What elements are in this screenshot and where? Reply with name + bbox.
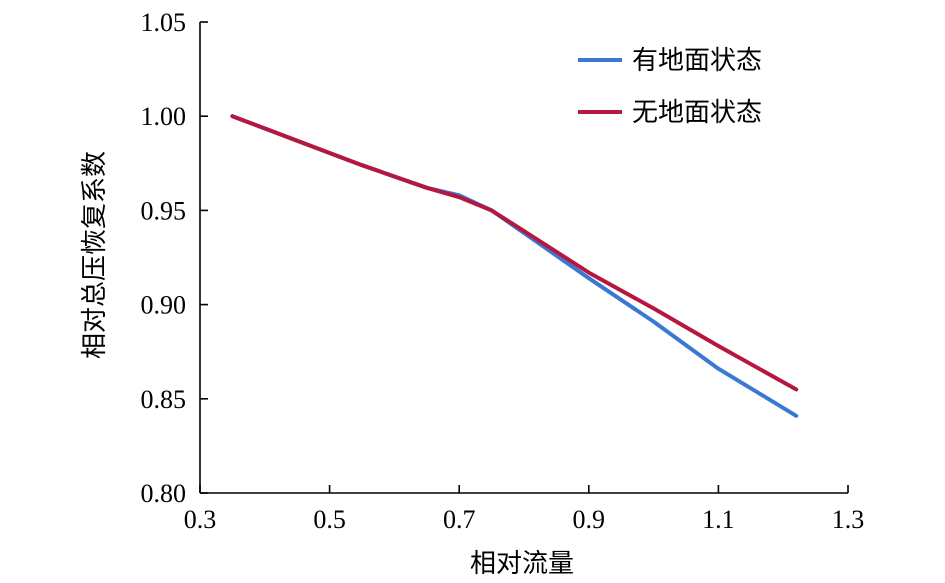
x-tick-label: 0.7 [443,505,476,534]
series-line-1 [230,114,799,418]
y-tick-label: 1.05 [141,8,187,37]
y-tick-label: 0.80 [141,479,187,508]
x-tick-label: 1.3 [832,505,865,534]
x-tick-label: 1.1 [702,505,735,534]
series-layer [230,114,799,418]
axes: 0.80 0.85 0.90 0.95 1.00 1.05 0.3 0.5 0.7 0.9 1.1 1… [141,8,865,534]
y-tick-label: 1.00 [141,102,187,131]
x-tick-label: 0.3 [184,505,217,534]
legend-label-1: 有地面状态 [632,46,762,76]
y-axis-title: 相对总压恢复系数 [80,151,110,359]
x-axis-title: 相对流量 [470,549,574,579]
y-tick-label: 0.85 [141,385,187,414]
x-tick-label: 0.9 [573,505,606,534]
series-line-2 [230,114,799,392]
y-tick-label: 0.95 [141,196,187,225]
y-tick-label: 0.90 [141,291,187,320]
legend-label-2: 无地面状态 [632,98,762,128]
x-tick-label: 0.5 [313,505,346,534]
